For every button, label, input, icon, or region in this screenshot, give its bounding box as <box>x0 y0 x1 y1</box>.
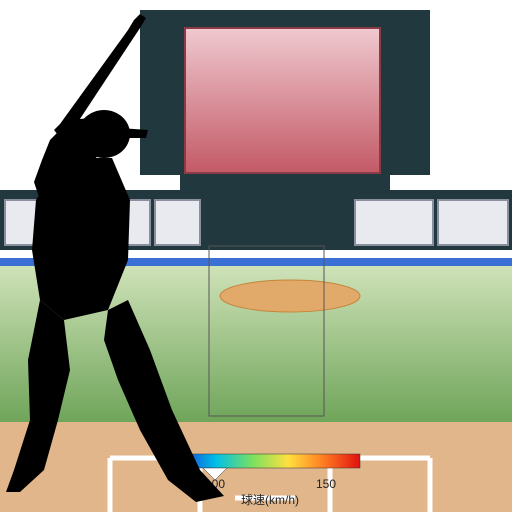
scoreboard-notch-left <box>140 175 180 190</box>
legend-label: 球速(km/h) <box>241 493 299 507</box>
pitchers-mound <box>220 280 360 312</box>
stands-box <box>155 200 200 245</box>
stands-box <box>438 200 508 245</box>
legend-gradient-bar <box>180 454 360 468</box>
scoreboard-notch-right <box>390 175 430 190</box>
pitch-chart: 100 150 球速(km/h) <box>0 0 512 512</box>
scoreboard-screen <box>185 28 380 173</box>
scene-svg: 100 150 球速(km/h) <box>0 0 512 512</box>
legend-tick-150: 150 <box>316 477 336 491</box>
stands-box <box>355 200 433 245</box>
